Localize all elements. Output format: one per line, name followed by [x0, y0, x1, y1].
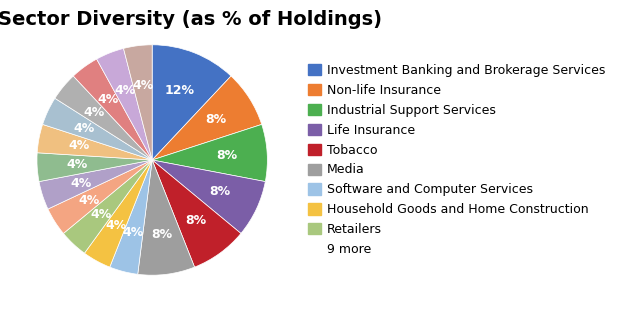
- Wedge shape: [152, 76, 262, 160]
- Wedge shape: [152, 160, 265, 233]
- Text: 4%: 4%: [114, 84, 135, 97]
- Wedge shape: [96, 48, 152, 160]
- Wedge shape: [138, 160, 195, 275]
- Wedge shape: [124, 45, 152, 160]
- Text: 8%: 8%: [186, 214, 207, 227]
- Text: 4%: 4%: [132, 79, 153, 92]
- Wedge shape: [39, 160, 152, 209]
- Text: 8%: 8%: [205, 113, 226, 126]
- Text: 4%: 4%: [67, 158, 88, 171]
- Text: 4%: 4%: [98, 93, 119, 106]
- Wedge shape: [152, 45, 231, 160]
- Legend: Investment Banking and Brokerage Services, Non-life Insurance, Industrial Suppor: Investment Banking and Brokerage Service…: [308, 64, 605, 256]
- Wedge shape: [152, 124, 268, 181]
- Text: Sector Diversity (as % of Holdings): Sector Diversity (as % of Holdings): [0, 10, 382, 28]
- Wedge shape: [84, 160, 152, 267]
- Text: 4%: 4%: [79, 194, 100, 207]
- Wedge shape: [37, 124, 152, 160]
- Text: 8%: 8%: [216, 149, 238, 162]
- Text: 4%: 4%: [123, 226, 144, 239]
- Wedge shape: [48, 160, 152, 233]
- Text: 4%: 4%: [70, 177, 91, 190]
- Text: 8%: 8%: [151, 228, 172, 241]
- Wedge shape: [74, 59, 152, 160]
- Text: 4%: 4%: [105, 219, 127, 232]
- Wedge shape: [152, 160, 241, 267]
- Text: 12%: 12%: [165, 84, 195, 97]
- Text: 4%: 4%: [84, 106, 105, 119]
- Text: 4%: 4%: [90, 208, 112, 221]
- Wedge shape: [55, 76, 152, 160]
- Text: 8%: 8%: [209, 185, 231, 198]
- Text: 4%: 4%: [68, 140, 89, 152]
- Text: 4%: 4%: [74, 122, 95, 135]
- Wedge shape: [42, 98, 152, 160]
- Wedge shape: [37, 153, 152, 181]
- Wedge shape: [63, 160, 152, 253]
- Wedge shape: [110, 160, 152, 274]
